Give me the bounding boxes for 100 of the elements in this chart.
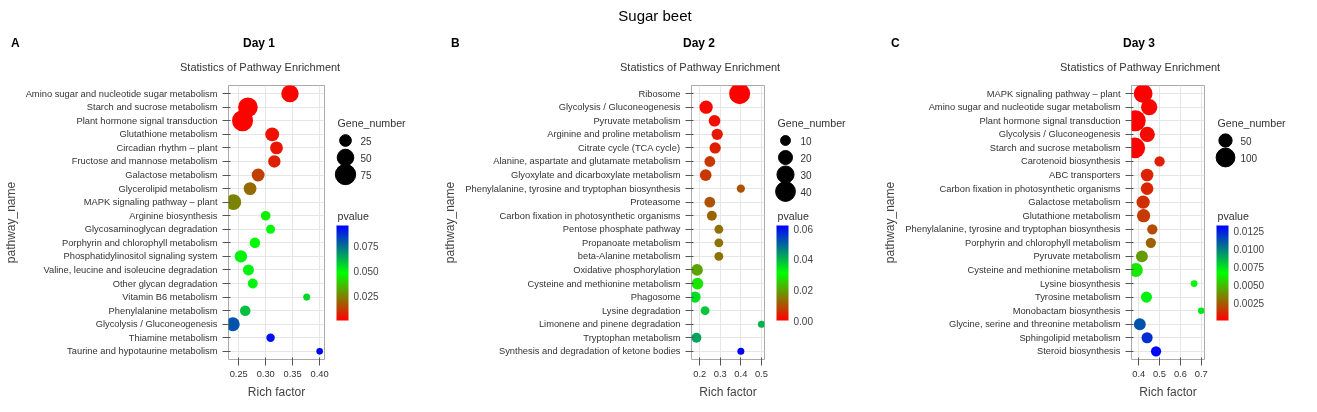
y-axis-title: pathway_name: [443, 181, 458, 264]
x-tick-label: 0.35: [283, 368, 302, 379]
color-bar-title: pvalue: [777, 209, 809, 222]
y-tick-label: Sphingolipid metabolism: [1019, 332, 1121, 343]
legend-label: 75: [360, 169, 373, 181]
y-tick-label: Limonene and pinene degradation: [538, 319, 681, 330]
y-tick-label: Pentose phosphate pathway: [562, 224, 681, 235]
y-tick-label: Pyruvate metabolism: [593, 115, 681, 126]
color-bar-label: 0.06: [793, 223, 814, 235]
x-tick-label: 0.25: [229, 368, 248, 379]
y-tick-label: Galactose metabolism: [125, 170, 218, 181]
legend-label: 10: [800, 135, 813, 147]
y-tick-label: Glycolysis / Gluconeogenesis: [558, 102, 681, 113]
y-axis-title: pathway_name: [883, 181, 898, 264]
y-tick-label: Carbon fixation in photosynthetic organisms: [499, 210, 681, 221]
text: B: [451, 35, 461, 52]
color-bar-label: 0.075: [353, 241, 379, 253]
color-bar-label: 0.04: [793, 254, 814, 266]
x-tick-label: 0.3: [713, 368, 727, 379]
y-tick-label: Fructose and mannose metabolism: [71, 156, 218, 167]
y-tick-label: Cysteine and methionine metabolism: [967, 264, 1121, 275]
y-tick-label: MAPK signaling pathway – plant: [986, 88, 1121, 99]
y-tick-label: Arginine and proline metabolism: [547, 129, 681, 140]
y-tick-label: Circadian rhythm – plant: [116, 142, 218, 153]
y-tick-label: Vitamin B6 metabolism: [122, 292, 218, 303]
text: A: [11, 35, 21, 52]
y-tick-label: Phenylalanine, tyrosine and tryptophan biosynthesis: [465, 183, 681, 194]
y-tick-label: Starch and sucrose metabolism: [86, 102, 218, 113]
y-tick-label: Glycolysis / Gluconeogenesis: [998, 129, 1121, 140]
y-tick-label: Lysine biosynthesis: [1039, 278, 1121, 289]
y-tick-label: Plant hormone signal transduction: [979, 115, 1121, 126]
color-bar-label: 0.02: [793, 284, 814, 296]
y-tick-label: Amino sugar and nucleotide sugar metabolism: [25, 88, 218, 99]
x-tick-label: 0.2: [693, 368, 707, 379]
y-tick-label: Carotenoid biosynthesis: [1020, 156, 1121, 167]
y-tick-label: Glycine, serine and threonine metabolism: [948, 319, 1121, 330]
y-tick-label: Proteasome: [630, 197, 681, 208]
y-tick-label: Glycosaminoglycan degradation: [84, 224, 218, 235]
text: Sugar beet: [617, 6, 693, 26]
x-tick-label: 0.6: [1173, 368, 1187, 379]
y-tick-label: Citrate cycle (TCA cycle): [577, 142, 680, 153]
legend-label: 25: [360, 135, 373, 147]
color-bar-label: 0.0100: [1233, 243, 1265, 255]
legend-label: 100: [1240, 152, 1258, 164]
y-tick-label: Thiamine metabolism: [128, 332, 218, 343]
y-tick-label: Oxidative phosphorylation: [573, 264, 681, 275]
y-tick-label: Phosphatidylinositol signaling system: [63, 251, 218, 262]
y-tick-label: Arginine biosynthesis: [129, 210, 218, 221]
color-bar-label: 0.050: [353, 266, 379, 278]
color-bar-title: pvalue: [337, 209, 369, 222]
y-tick-label: Glyoxylate and dicarboxylate metabolism: [510, 170, 681, 181]
x-tick-label: 0.30: [256, 368, 275, 379]
y-tick-label: Monobactam biosynthesis: [1012, 305, 1121, 316]
chart-subtitle: Statistics of Pathway Enrichment: [180, 60, 341, 75]
x-tick-label: 0.5: [1153, 368, 1167, 379]
chart-subtitle: Statistics of Pathway Enrichment: [620, 60, 781, 75]
y-tick-label: Tryptophan metabolism: [583, 332, 681, 343]
y-tick-label: ABC transporters: [1048, 170, 1121, 181]
chart-title: Day 1: [243, 36, 276, 50]
x-axis-title: Rich factor: [699, 384, 757, 399]
y-tick-label: Ribosome: [638, 88, 681, 99]
y-tick-label: Taurine and hypotaurine metabolism: [67, 346, 218, 357]
y-tick-label: Glutathione metabolism: [1022, 210, 1121, 221]
chart-title: Day 3: [1123, 36, 1156, 50]
y-tick-label: Alanine, aspartate and glutamate metabolism: [493, 156, 681, 167]
color-bar-label: 0.025: [353, 290, 379, 302]
legend-title: Gene_number: [337, 116, 407, 129]
y-tick-label: Glutathione metabolism: [119, 129, 218, 140]
y-tick-label: Synthesis and degradation of ketone bodies: [498, 346, 681, 357]
y-tick-label: Starch and sucrose metabolism: [989, 142, 1121, 153]
color-bar-label: 0.0025: [1233, 297, 1265, 309]
y-tick-label: Steroid biosynthesis: [1037, 346, 1121, 357]
color-bar-label: 0.0125: [1233, 225, 1265, 237]
x-axis-title: Rich factor: [1139, 384, 1197, 399]
y-tick-label: Porphyrin and chlorophyll metabolism: [964, 237, 1121, 248]
y-tick-label: Galactose metabolism: [1028, 197, 1121, 208]
y-tick-label: Phenylalanine metabolism: [108, 305, 218, 316]
text: C: [891, 35, 901, 52]
y-tick-label: Lysine degradation: [602, 305, 681, 316]
x-axis-title: Rich factor: [247, 384, 306, 399]
color-bar-label: 0.0050: [1233, 279, 1265, 291]
y-tick-label: Plant hormone signal transduction: [76, 115, 218, 126]
legend-label: 30: [800, 169, 813, 181]
color-bar-label: 0.0075: [1233, 261, 1265, 273]
y-tick-label: Phagosome: [630, 292, 681, 303]
y-tick-label: Pyruvate metabolism: [1033, 251, 1121, 262]
legend-label: 50: [360, 152, 373, 164]
y-tick-label: Propanoate metabolism: [581, 237, 681, 248]
chart-title: Day 2: [683, 36, 716, 50]
y-axis-title: pathway_name: [3, 181, 18, 264]
y-tick-label: beta-Alanine metabolism: [577, 251, 681, 262]
y-tick-label: Glycerolipid metabolism: [118, 183, 218, 194]
y-tick-label: Cysteine and methionine metabolism: [527, 278, 681, 289]
y-tick-label: Tyrosine metabolism: [1034, 292, 1121, 303]
color-bar-title: pvalue: [1217, 209, 1249, 222]
x-tick-label: 0.40: [310, 368, 329, 379]
color-bar-label: 0.00: [793, 315, 814, 327]
y-tick-label: Phenylalanine, tyrosine and tryptophan biosynthesis: [905, 224, 1121, 235]
legend-title: Gene_number: [777, 116, 847, 129]
y-tick-label: Glycolysis / Gluconeogenesis: [95, 319, 218, 330]
